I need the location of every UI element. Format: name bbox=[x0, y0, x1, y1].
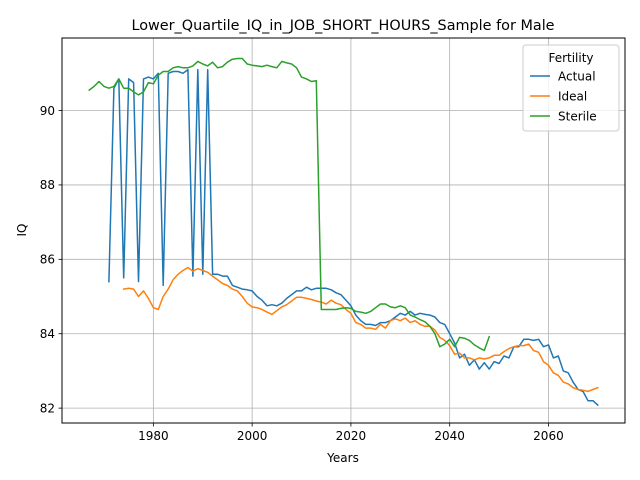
legend: Fertility Actual Ideal Sterile bbox=[522, 44, 620, 132]
series-lines bbox=[88, 57, 599, 407]
legend-label-actual: Actual bbox=[558, 69, 596, 83]
x-tick-label: 2060 bbox=[533, 429, 564, 443]
y-tick-label: 88 bbox=[40, 178, 55, 192]
series-line-sterile bbox=[88, 57, 491, 352]
x-axis-label: Years bbox=[326, 451, 359, 465]
legend-items: Actual Ideal Sterile bbox=[530, 69, 597, 123]
legend-box bbox=[522, 44, 620, 132]
legend-label-sterile: Sterile bbox=[558, 109, 597, 123]
series-line-ideal bbox=[122, 266, 599, 393]
chart-title: Lower_Quartile_IQ_in_JOB_SHORT_HOURS_Sam… bbox=[131, 18, 554, 34]
x-tick-label: 2020 bbox=[336, 429, 367, 443]
y-tick-label: 84 bbox=[40, 327, 55, 341]
y-tick-label: 86 bbox=[40, 253, 55, 267]
legend-label-ideal: Ideal bbox=[558, 89, 587, 103]
x-tick-label: 1980 bbox=[138, 429, 169, 443]
y-tick-label: 90 bbox=[40, 104, 55, 118]
x-tick-label: 2000 bbox=[237, 429, 268, 443]
y-tick-label: 82 bbox=[40, 401, 55, 415]
y-axis: 82 84 86 88 90 bbox=[40, 104, 62, 415]
x-axis: 1980 2000 2020 2040 2060 bbox=[138, 423, 564, 443]
x-tick-label: 2040 bbox=[434, 429, 465, 443]
legend-title: Fertility bbox=[548, 51, 593, 65]
plot-frame bbox=[61, 37, 626, 424]
y-axis-label: IQ bbox=[15, 224, 29, 237]
